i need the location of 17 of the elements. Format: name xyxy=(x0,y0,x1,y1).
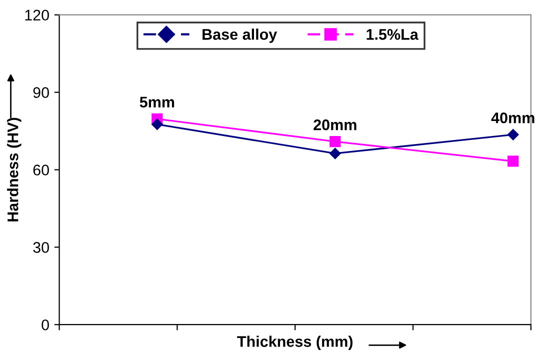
annotation: 20mm xyxy=(314,119,356,130)
x-axis-title: Thickness (mm) xyxy=(237,336,353,350)
annotation: 5mm xyxy=(140,96,174,108)
y-tick-label: 60 xyxy=(33,164,49,176)
legend-label: 1.5%La xyxy=(366,29,418,40)
point xyxy=(330,148,341,160)
point xyxy=(508,156,519,167)
point xyxy=(508,129,519,140)
annotation: 40mm xyxy=(491,112,534,124)
y-tick-label: 120 xyxy=(25,10,49,21)
y-axis-title: Hardness (HV) xyxy=(7,118,22,222)
y-tick-label: 30 xyxy=(33,242,49,253)
point xyxy=(330,136,341,148)
y-tick-label: 0 xyxy=(42,319,49,330)
point xyxy=(152,118,163,130)
y-tick-label: 90 xyxy=(33,87,49,98)
legend-label: Base alloy xyxy=(202,28,278,43)
